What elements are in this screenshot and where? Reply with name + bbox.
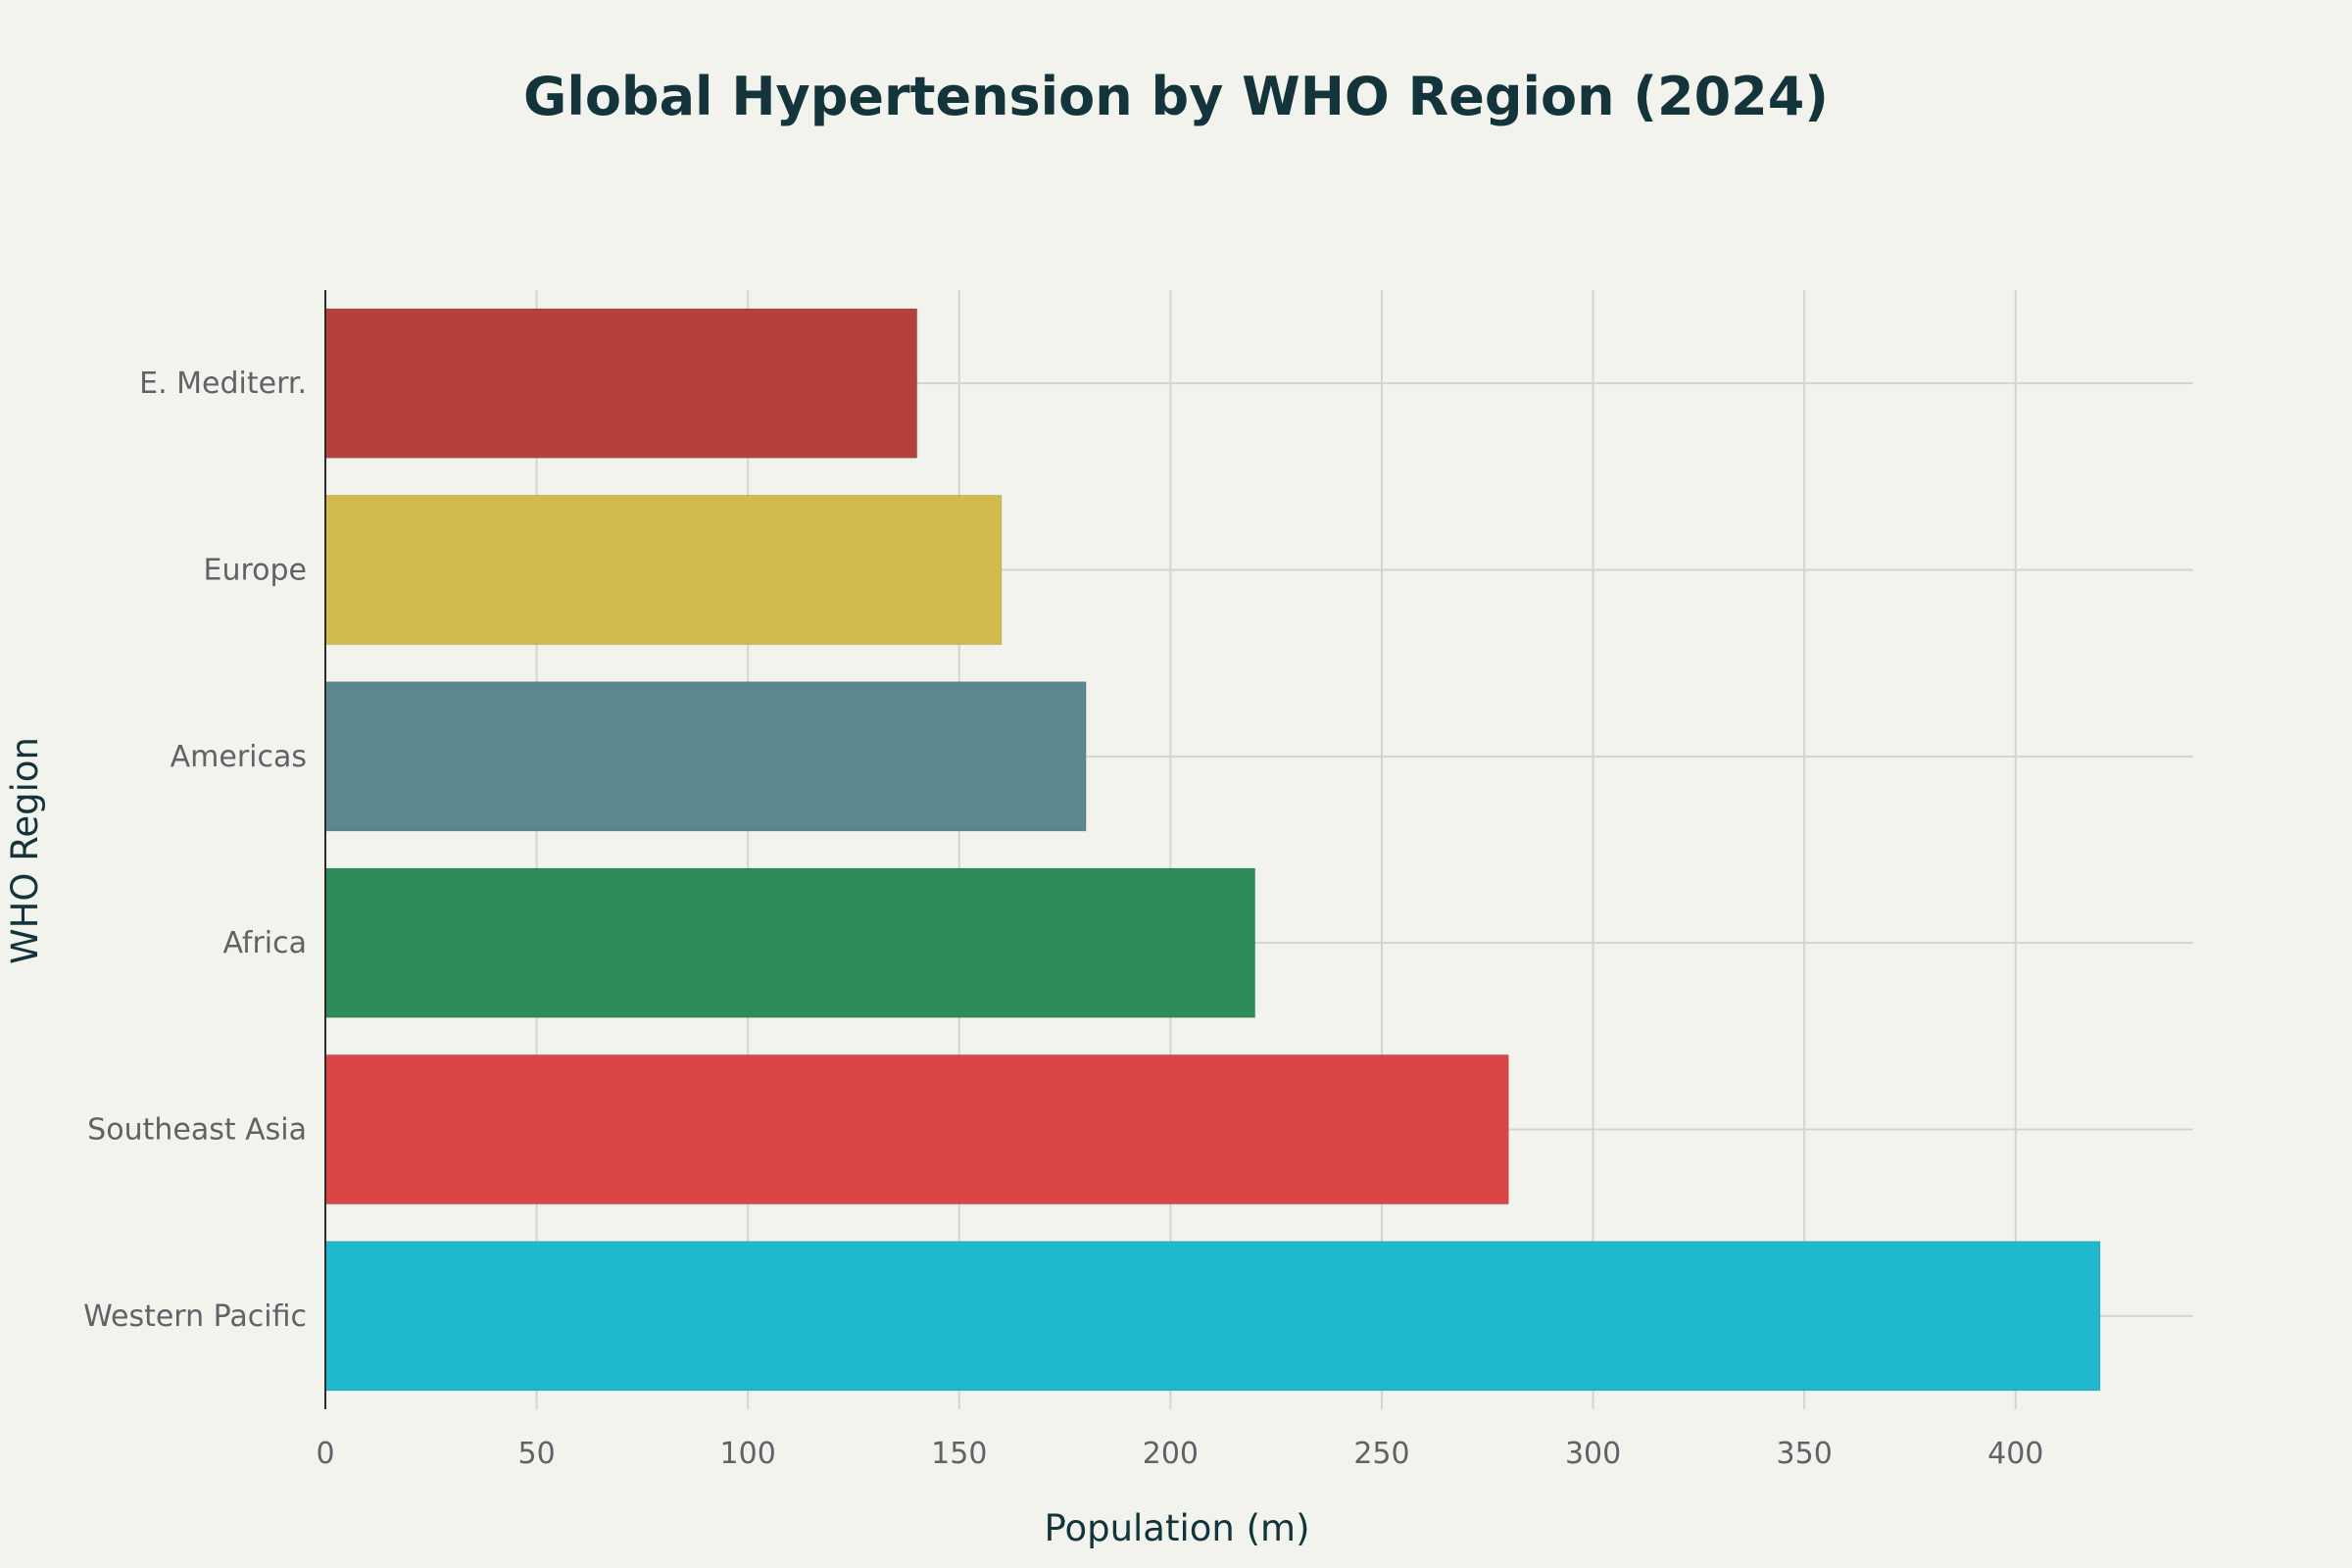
y-tick-label: Western Pacific [83,1299,307,1334]
x-tick-label: 400 [1987,1437,2043,1471]
y-tick-label: E. Mediterr. [139,367,307,401]
bar[interactable] [324,1054,1509,1205]
y-tick-label: Americas [171,740,307,774]
bar[interactable] [324,867,1256,1018]
y-tick-label: Europe [204,554,308,588]
x-axis-title: Population (m) [1044,1507,1309,1549]
x-tick-label: 250 [1353,1437,1409,1471]
bars-layer [324,308,2101,1392]
bar[interactable] [324,494,1003,646]
y-tick-label: Southeast Asia [87,1113,307,1148]
x-tick-label: 100 [720,1437,776,1471]
y-axis-title: WHO Region [4,737,46,964]
x-tick-label: 350 [1777,1437,1833,1471]
bar[interactable] [324,308,918,459]
x-tick-label: 50 [518,1437,556,1471]
x-tick-label: 0 [316,1437,334,1471]
bar[interactable] [324,681,1087,832]
y-tick-label: Africa [222,926,307,960]
chart-title: Global Hypertension by WHO Region (2024) [523,66,1829,127]
bar[interactable] [324,1241,2101,1392]
x-tick-label: 300 [1565,1437,1621,1471]
y-tick-labels: E. Mediterr. Europe Americas Africa Southeas… [83,367,307,1334]
x-tick-label: 200 [1143,1437,1199,1471]
x-tick-label: 150 [931,1437,987,1471]
x-tick-labels: 0 50 100 150 200 250 300 350 400 [316,1437,2043,1471]
